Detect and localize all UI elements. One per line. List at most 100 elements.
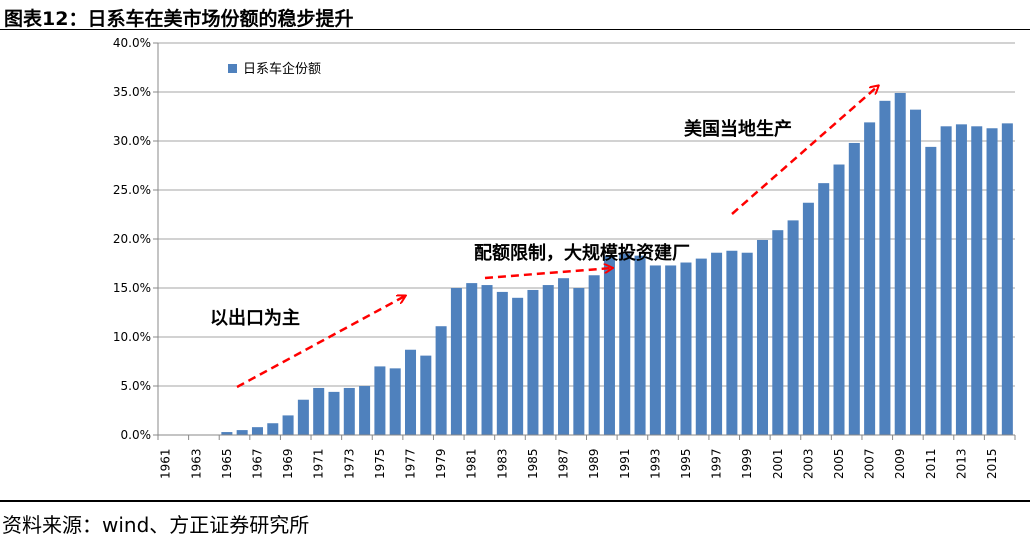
arrow-export xyxy=(236,296,405,389)
bar-2006 xyxy=(848,142,860,435)
bar-1989 xyxy=(588,275,600,435)
bar-2001 xyxy=(772,230,784,435)
bar-1968 xyxy=(267,423,279,435)
y-tick-label: 20.0% xyxy=(113,232,151,246)
bar-2009 xyxy=(894,92,906,435)
figure-title: 图表12：日系车在美市场份额的稳步提升 xyxy=(4,8,354,30)
x-tick-label: 1969 xyxy=(281,448,295,479)
x-tick-label: 1973 xyxy=(342,448,356,479)
bar-2000 xyxy=(756,239,769,435)
x-tick-label: 1975 xyxy=(373,448,387,479)
bar-1987 xyxy=(558,278,570,435)
bar-1997 xyxy=(711,252,723,435)
annotation-quota: 配额限制，大规模投资建厂 xyxy=(474,242,690,264)
bar-1967 xyxy=(251,427,263,435)
footer-divider xyxy=(0,500,1030,502)
x-tick-label: 1979 xyxy=(434,448,448,479)
x-tick-label: 2009 xyxy=(893,448,907,479)
bar-2007 xyxy=(864,122,876,435)
bar-1970 xyxy=(297,399,309,435)
bar-2010 xyxy=(910,109,922,435)
bar-1966 xyxy=(236,430,248,435)
x-tick-label: 1997 xyxy=(710,448,724,479)
annotation-export: 以出口为主 xyxy=(210,307,300,329)
y-tick-label: 40.0% xyxy=(113,36,151,50)
y-tick-label: 10.0% xyxy=(113,330,151,344)
bar-1991 xyxy=(619,253,631,435)
bar-2004 xyxy=(818,183,830,435)
y-tick-label: 15.0% xyxy=(113,281,151,295)
y-tick-label: 35.0% xyxy=(113,85,151,99)
bar-1988 xyxy=(573,288,585,435)
bar-1982 xyxy=(481,285,493,435)
bar-2002 xyxy=(787,220,799,435)
x-tick-label: 2001 xyxy=(771,448,785,479)
x-tick-label: 1967 xyxy=(250,448,264,479)
x-tick-label: 1989 xyxy=(587,448,601,479)
x-tick-label: 2011 xyxy=(924,448,938,479)
x-tick-label: 2015 xyxy=(985,448,999,479)
bar-1975 xyxy=(374,366,386,435)
x-tick-label: 2007 xyxy=(863,448,877,479)
legend-label: 日系车企份额 xyxy=(243,61,321,77)
bar-1971 xyxy=(313,387,325,435)
bar-1990 xyxy=(603,255,615,435)
bar-1993 xyxy=(649,265,661,435)
bar-1995 xyxy=(680,262,692,435)
bar-2014 xyxy=(971,126,983,436)
bar-1981 xyxy=(466,283,478,435)
bar-1992 xyxy=(634,255,646,435)
x-tick-label: 1981 xyxy=(465,448,479,479)
source-note: 资料来源：wind、方正证券研究所 xyxy=(2,513,310,537)
bar-1977 xyxy=(404,349,417,435)
legend-swatch xyxy=(228,64,237,73)
bar-1978 xyxy=(420,355,432,435)
bar-1983 xyxy=(496,291,508,435)
x-tick-label: 1965 xyxy=(220,448,234,479)
bar-2016 xyxy=(1001,123,1013,436)
bar-1980 xyxy=(450,288,462,435)
x-tick-label: 1971 xyxy=(312,448,326,479)
arrow-local xyxy=(731,86,878,215)
bar-2012 xyxy=(940,126,952,436)
y-tick-label: 5.0% xyxy=(121,379,152,393)
annotation-local: 美国当地生产 xyxy=(684,118,792,140)
x-tick-label: 1999 xyxy=(740,448,754,479)
bar-2005 xyxy=(833,164,845,435)
bar-1974 xyxy=(359,386,371,435)
bar-1965 xyxy=(221,432,233,435)
title-divider xyxy=(0,29,1030,30)
x-tick-label: 1977 xyxy=(404,448,418,479)
x-tick-label: 2005 xyxy=(832,448,846,479)
bar-1994 xyxy=(665,265,677,435)
bar-1996 xyxy=(695,258,707,435)
bar-2011 xyxy=(925,146,937,435)
bar-1973 xyxy=(343,387,355,435)
x-tick-label: 1983 xyxy=(495,448,509,479)
arrow-quota xyxy=(484,268,612,280)
x-tick-label: 2003 xyxy=(801,448,815,479)
x-tick-label: 1987 xyxy=(557,448,571,479)
bar-1986 xyxy=(542,285,554,435)
x-tick-label: 1993 xyxy=(648,448,662,479)
x-tick-label: 1991 xyxy=(618,448,632,479)
y-tick-label: 25.0% xyxy=(113,183,151,197)
bar-1984 xyxy=(512,297,524,435)
x-tick-label: 1985 xyxy=(526,448,540,479)
bar-1998 xyxy=(726,250,738,435)
bar-1979 xyxy=(435,326,447,435)
bar-2015 xyxy=(986,128,998,435)
bar-2003 xyxy=(802,202,814,435)
bar-1999 xyxy=(741,252,753,435)
bar-2008 xyxy=(879,100,891,435)
bar-2013 xyxy=(955,124,967,435)
y-tick-label: 30.0% xyxy=(113,134,151,148)
bar-1976 xyxy=(389,368,401,435)
x-tick-label: 1963 xyxy=(189,448,203,479)
bar-1972 xyxy=(328,391,340,435)
x-tick-label: 1961 xyxy=(159,448,173,479)
y-tick-label: 0.0% xyxy=(121,428,152,442)
x-tick-label: 2013 xyxy=(954,448,968,479)
